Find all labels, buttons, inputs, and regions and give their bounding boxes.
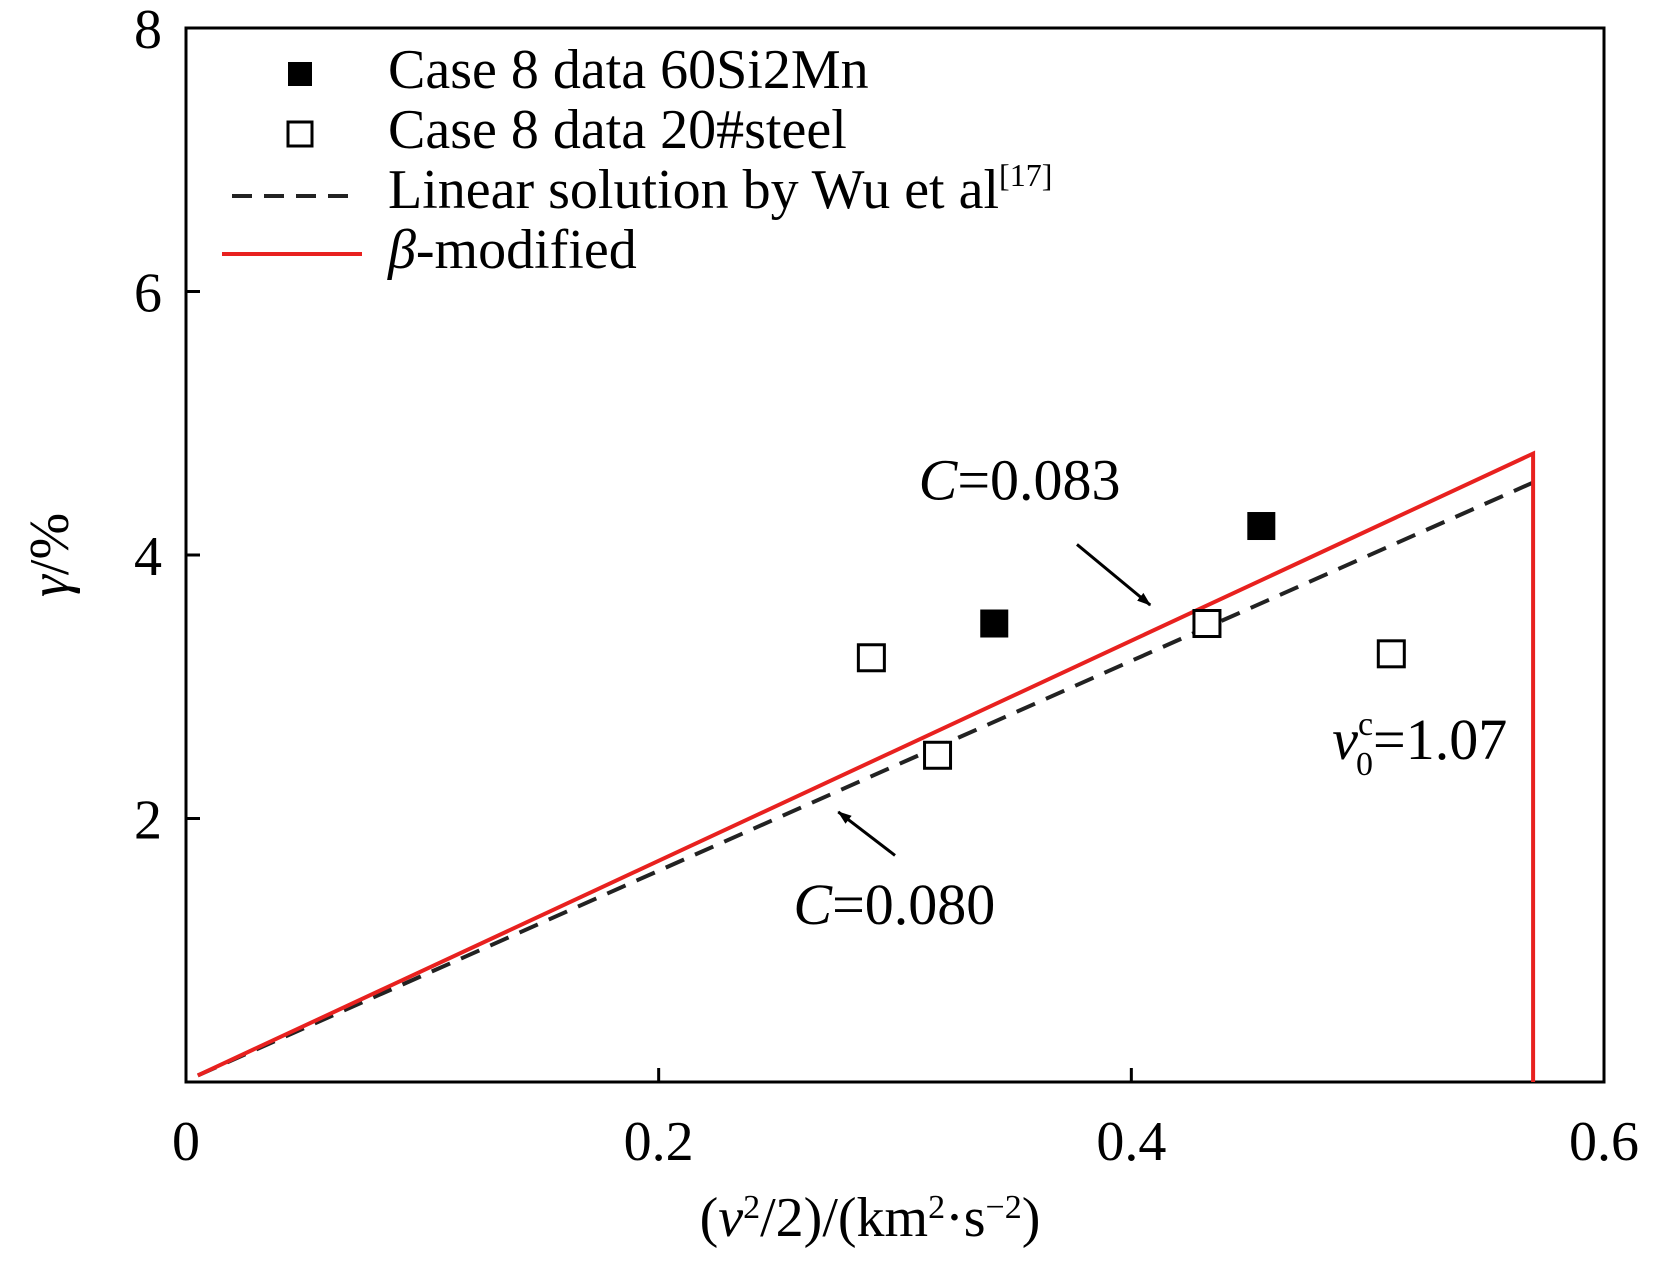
- filled-square-point: [980, 609, 1009, 638]
- open-square-point: [1192, 609, 1222, 639]
- open-square-point: [923, 740, 953, 770]
- y-tick-label: 6: [134, 263, 162, 325]
- legend-label: Linear solution by Wu et al[17]: [388, 157, 1052, 221]
- series-markers: [856, 512, 1406, 770]
- filled-square-point: [1247, 512, 1276, 541]
- legend-label: β-modified: [387, 219, 637, 281]
- x-tick-label: 0.2: [624, 1111, 694, 1173]
- annotation-label: C=0.080: [793, 872, 995, 937]
- y-tick-label: 4: [134, 526, 162, 588]
- x-tick-label: 0.4: [1096, 1111, 1166, 1173]
- x-axis-title: (v2/2)/(km2·s−2): [700, 1187, 1041, 1249]
- legend-open-square-icon: [286, 120, 314, 148]
- legend-label: Case 8 data 20#steel: [388, 99, 847, 161]
- y-tick-label: 8: [134, 0, 162, 61]
- beta-modified-line: [196, 450, 1536, 1082]
- legend-filled-square-icon: [288, 62, 312, 86]
- annotations: C=0.083 C=0.080 vc 0=1.07: [793, 448, 1507, 937]
- x-tick-label: 0: [172, 1111, 200, 1173]
- y-axis-title: γ/%: [19, 513, 81, 597]
- open-square-point: [856, 643, 886, 673]
- open-square-point: [1376, 639, 1406, 669]
- annotation-label: C=0.083: [919, 448, 1121, 513]
- x-tick-label: 0.6: [1569, 1111, 1639, 1173]
- series-lines: [196, 450, 1536, 1082]
- annotation-arrow: [1076, 543, 1152, 607]
- annotation-label: vc 0=1.07: [1332, 706, 1507, 783]
- legend-label: Case 8 data 60Si2Mn: [388, 39, 869, 101]
- y-tick-label: 2: [134, 790, 162, 852]
- annotation-arrow: [837, 810, 896, 857]
- axis-ticks: 0 0.2 0.4 0.6 2 4 6 8: [134, 0, 1639, 1173]
- linear-solution-line: [196, 480, 1534, 1078]
